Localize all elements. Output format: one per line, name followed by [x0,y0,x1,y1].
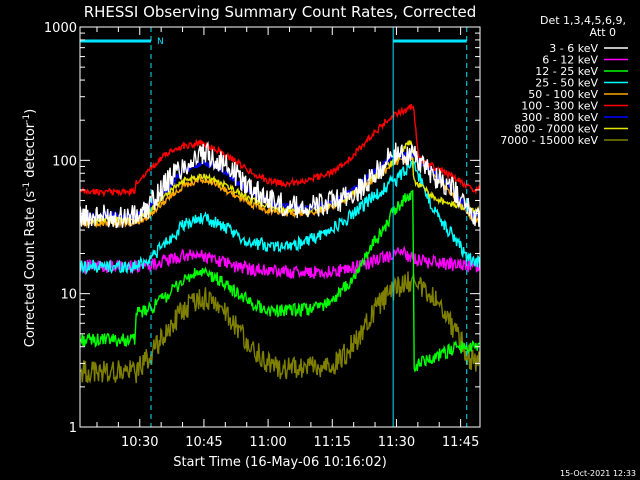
x-tick-label-1: 10:45 [185,435,222,450]
legend-label-7: 800 - 7000 keV [514,123,598,136]
plot-area: N 10:30 10:45 11:00 11:15 11:30 11:45 1 10 100 100… [44,21,481,450]
x-tick-label-0: 10:30 [121,435,158,450]
y-axis-label-part1: Corrected Count Rate (s [23,191,38,348]
x-axis-label: Start Time (16-May-06 10:16:02) [173,455,387,470]
y-tick-label-3: 1000 [44,21,77,36]
attenuator-label-0: N [157,37,164,47]
chart-title: RHESSI Observing Summary Count Rates, Co… [84,3,477,21]
x-tick-label-2: 11:00 [249,435,286,450]
y-axis-label-part2: detector [23,122,38,182]
x-tick-label-4: 11:30 [378,435,415,450]
legend-label-6: 300 - 800 keV [521,111,598,124]
y-axis-label-sup1: -1 [22,182,32,191]
series-line-5 [80,104,480,198]
y-tick-label-1: 10 [60,288,77,303]
legend-label-4: 50 - 100 keV [528,88,598,101]
legend-label-1: 6 - 12 keV [542,54,598,67]
legend-label-8: 7000 - 15000 keV [500,134,598,147]
y-axis-label: Corrected Count Rate (s-1 detector-1) [22,109,38,347]
series-group [80,104,480,384]
x-tick-label-5: 11:45 [442,435,479,450]
y-tick-label-2: 100 [52,154,77,169]
y-axis-label-part3: ) [23,109,38,114]
y-tick-label-0: 1 [69,421,77,436]
timestamp: 15-Oct-2021 12:33 [560,469,636,478]
series-line-2 [80,189,480,373]
y-axis-label-sup2: -1 [22,114,32,123]
legend-label-5: 100 - 300 keV [521,100,598,113]
legend-label-0: 3 - 6 keV [549,42,598,55]
x-tick-label-3: 11:15 [314,435,351,450]
legend-label-3: 25 - 50 keV [535,77,598,90]
legend-header-line1: Det 1,3,4,5,6,9, [540,14,626,27]
series-line-0 [80,141,480,229]
legend-header-line2: Att 0 [590,26,616,39]
legend-label-2: 12 - 25 keV [535,65,598,78]
plot-frame [79,26,481,428]
